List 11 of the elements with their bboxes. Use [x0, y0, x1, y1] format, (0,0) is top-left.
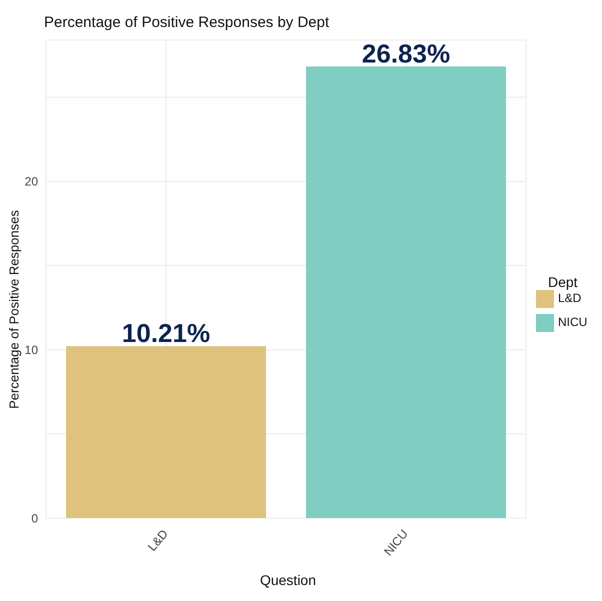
legend-title: Dept: [548, 274, 578, 290]
legend-label: L&D: [558, 291, 582, 305]
data-label: 10.21%: [122, 318, 210, 348]
data-label: 26.83%: [362, 38, 450, 68]
chart-title: Percentage of Positive Responses by Dept: [44, 14, 330, 31]
x-axis-title: Question: [258, 572, 318, 588]
y-tick-label: 10: [24, 342, 38, 357]
y-tick-label: 0: [31, 511, 38, 526]
y-axis-title: Percentage of Positive Responses: [6, 209, 22, 411]
y-tick-label: 20: [24, 174, 38, 189]
legend-label: NICU: [558, 315, 588, 329]
